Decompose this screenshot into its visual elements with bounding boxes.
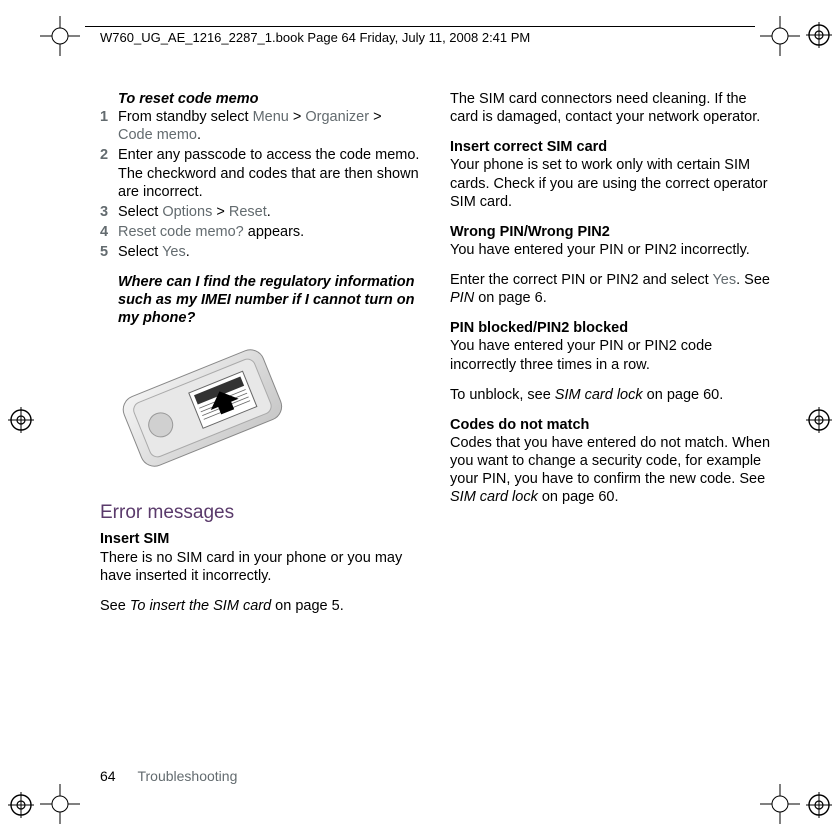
sim-connectors: The SIM card connectors need cleaning. I… [450, 90, 770, 126]
reset-title: To reset code memo [118, 90, 420, 108]
reg-mark-mid-right [806, 407, 832, 433]
text: Select [118, 204, 162, 220]
text: appears. [244, 224, 304, 240]
ref: To insert the SIM card [130, 598, 271, 614]
codes-no-match-body: Codes that you have entered do not match… [450, 434, 770, 507]
step-body: Reset code memo? appears. [118, 223, 420, 241]
text: Codes that you have entered do not match… [450, 435, 770, 487]
text: on page 5. [271, 598, 344, 614]
text: . See [736, 272, 770, 288]
ref: SIM card lock [555, 387, 643, 403]
step-body: From standby select Menu > Organizer > C… [118, 108, 420, 144]
step-num: 3 [100, 203, 118, 221]
step-1: 1 From standby select Menu > Organizer >… [100, 108, 420, 144]
step-num: 1 [100, 108, 118, 144]
unblock-ref: To unblock, see SIM card lock on page 60… [450, 386, 770, 404]
page-body: To reset code memo 1 From standby select… [100, 90, 770, 760]
left-column: To reset code memo 1 From standby select… [100, 90, 420, 615]
reg-mark-mid-left [8, 407, 34, 433]
text: on page 60. [538, 489, 619, 505]
insert-sim-body: There is no SIM card in your phone or yo… [100, 549, 420, 585]
pin-blocked-body: You have entered your PIN or PIN2 code i… [450, 337, 770, 373]
see-insert-sim: See To insert the SIM card on page 5. [100, 597, 420, 615]
step-body: Enter any passcode to access the code me… [118, 146, 420, 200]
header-rule [85, 26, 755, 27]
page-number: 64 [100, 768, 116, 784]
phone-illustration [100, 336, 420, 491]
codes-no-match-heading: Codes do not match [450, 416, 770, 434]
text: . [197, 127, 201, 143]
crop-mark-br [760, 784, 800, 824]
menu-link: Reset code memo? [118, 224, 244, 240]
reg-mark-bottom-right [806, 792, 832, 818]
text: on page 60. [643, 387, 724, 403]
step-body: Select Options > Reset. [118, 203, 420, 221]
step-body: Select Yes. [118, 243, 420, 261]
insert-correct-sim-body: Your phone is set to work only with cert… [450, 156, 770, 210]
ref: SIM card lock [450, 489, 538, 505]
menu-link: Menu [253, 109, 289, 125]
right-column: The SIM card connectors need cleaning. I… [450, 90, 770, 615]
header-text: W760_UG_AE_1216_2287_1.book Page 64 Frid… [100, 30, 530, 45]
wrong-pin-heading: Wrong PIN/Wrong PIN2 [450, 223, 770, 241]
reg-mark-top-right [806, 22, 832, 48]
text: Enter the correct PIN or PIN2 and select [450, 272, 712, 288]
menu-link: Yes [712, 272, 736, 288]
enter-correct-pin: Enter the correct PIN or PIN2 and select… [450, 271, 770, 307]
error-messages-heading: Error messages [100, 501, 420, 525]
step-num: 4 [100, 223, 118, 241]
crop-mark-bl [40, 784, 80, 824]
text: Select [118, 244, 162, 260]
insert-correct-sim-heading: Insert correct SIM card [450, 138, 770, 156]
text: on page 6. [474, 290, 547, 306]
footer-category: Troubleshooting [137, 768, 237, 784]
ref: PIN [450, 290, 474, 306]
text: From standby select [118, 109, 253, 125]
menu-link: Organizer [305, 109, 369, 125]
menu-link: Code memo [118, 127, 197, 143]
page-footer: 64 Troubleshooting [100, 768, 237, 784]
insert-sim-heading: Insert SIM [100, 530, 420, 548]
text: See [100, 598, 130, 614]
step-num: 5 [100, 243, 118, 261]
wrong-pin-body: You have entered your PIN or PIN2 incorr… [450, 241, 770, 259]
regulatory-question: Where can I find the regulatory informat… [118, 273, 420, 327]
text: . [267, 204, 271, 220]
step-4: 4 Reset code memo? appears. [100, 223, 420, 241]
crop-mark-tr [760, 16, 800, 56]
step-num: 2 [100, 146, 118, 200]
menu-link: Yes [162, 244, 186, 260]
step-2: 2 Enter any passcode to access the code … [100, 146, 420, 200]
pin-blocked-heading: PIN blocked/PIN2 blocked [450, 319, 770, 337]
text: . [186, 244, 190, 260]
gt: > [289, 109, 306, 125]
step-3: 3 Select Options > Reset. [100, 203, 420, 221]
gt: > [369, 109, 382, 125]
text: To unblock, see [450, 387, 555, 403]
menu-link: Reset [229, 204, 267, 220]
crop-mark-tl [40, 16, 80, 56]
reg-mark-bottom-left [8, 792, 34, 818]
step-5: 5 Select Yes. [100, 243, 420, 261]
gt: > [212, 204, 229, 220]
menu-link: Options [162, 204, 212, 220]
